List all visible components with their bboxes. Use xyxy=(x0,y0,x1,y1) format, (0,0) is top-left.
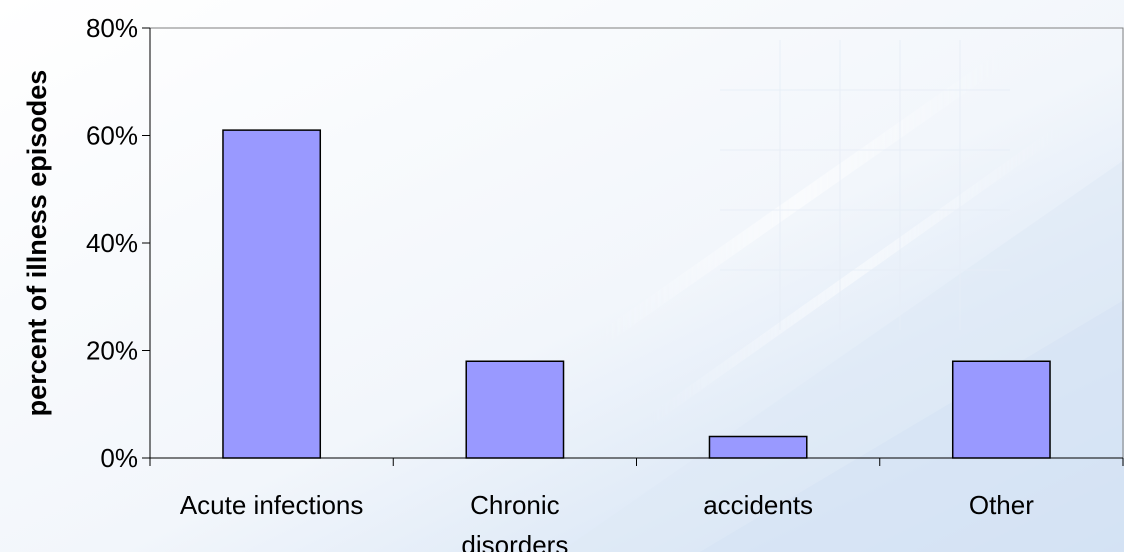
y-tick-label: 60% xyxy=(86,121,138,151)
x-tick-label-line: Chronic xyxy=(470,490,560,520)
bar-other xyxy=(951,360,1051,459)
x-tick-label-line: disorders xyxy=(461,530,568,552)
x-tick-label: Chronic disorders xyxy=(461,490,568,552)
bar-acute-infections xyxy=(222,129,322,459)
bar-accidents xyxy=(708,435,808,459)
x-tick-label-line: Other xyxy=(969,490,1034,520)
x-tick-labels: Acute infections Chronic disorders accident… xyxy=(180,490,1034,552)
y-ticks: 0% 20% 40% 60% 80% xyxy=(86,13,150,473)
bars xyxy=(222,129,1051,459)
y-tick-label: 80% xyxy=(86,13,138,43)
y-tick-label: 20% xyxy=(86,336,138,366)
y-axis-label: percent of illness episodes xyxy=(22,70,52,417)
x-tick-label: accidents xyxy=(703,490,813,520)
y-tick-label: 40% xyxy=(86,228,138,258)
x-ticks xyxy=(149,458,1124,466)
y-tick-label: 0% xyxy=(100,443,138,473)
x-tick-label-line: accidents xyxy=(703,490,813,520)
x-tick-label: Other xyxy=(969,490,1034,520)
bar-chronic-disorders xyxy=(465,360,565,459)
x-tick-label: Acute infections xyxy=(180,490,364,520)
x-tick-label-line: Acute infections xyxy=(180,490,364,520)
